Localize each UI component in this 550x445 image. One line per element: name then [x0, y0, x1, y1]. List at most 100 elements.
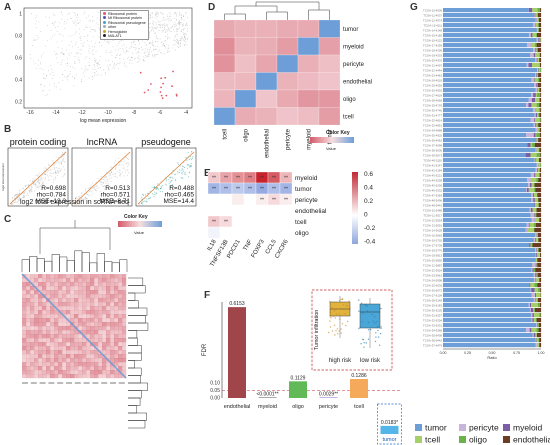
panel-g-sample-label: TCGA-35-4925	[423, 134, 442, 138]
panel-d-row-label: oligo	[343, 97, 356, 103]
panel-f-bar-value: 0.1129	[291, 375, 306, 381]
panel-g-segment	[533, 238, 536, 243]
panel-g-segment	[536, 338, 537, 343]
panel-e-cell	[231, 193, 245, 206]
panel-g-segment	[532, 33, 537, 38]
panel-g-segment	[538, 198, 542, 203]
panel-g-segment	[533, 183, 535, 188]
panel-g-segment	[534, 183, 542, 188]
panel-g-sample-label: TCGA-18-5776	[423, 249, 442, 253]
panel-g-sample-label: TCGA-14-5628	[423, 229, 442, 233]
panel-c-top-dendrogram	[21, 220, 128, 272]
panel-g-label: G	[410, 2, 418, 13]
panel-b-fit-line	[73, 151, 131, 205]
panel-g-segment	[534, 158, 536, 163]
panel-e-star: **	[284, 176, 288, 182]
panel-g-sample-label: TCGA-34-4888	[423, 129, 442, 133]
panel-d-col-label: tcell	[223, 129, 229, 140]
panel-g-segment	[536, 263, 538, 268]
panel-g-segment	[443, 338, 536, 343]
panel-g-segment	[537, 128, 539, 133]
panel-g-sample-label: TCGA-14-4148	[423, 29, 442, 33]
panel-g-segment	[535, 18, 537, 23]
panel-a-xtick: -12	[78, 110, 85, 116]
panel-g-segment	[529, 303, 532, 308]
panel-f-bar-value: <0.0001**	[256, 392, 278, 398]
panel-g-segment	[536, 48, 538, 53]
panel-g-segment	[533, 53, 536, 58]
panel-b-fit-line	[9, 151, 67, 205]
panel-g-segment	[534, 203, 536, 208]
panel-g-sample-label: TCGA-20-5850	[423, 259, 442, 263]
panel-g-segment	[539, 218, 542, 223]
panel-g-segment	[443, 158, 535, 163]
panel-g-segment	[535, 48, 537, 53]
panel-g-segment	[539, 168, 542, 173]
panel-e-cell	[267, 204, 281, 217]
panel-g-segment	[443, 318, 532, 323]
panel-g-segment	[531, 63, 540, 68]
panel-g-segment	[531, 98, 536, 103]
panel-g-segment	[534, 13, 536, 18]
panel-g-segment	[538, 173, 540, 178]
panel-a-legend-item: Ribosomal protein	[103, 12, 146, 16]
panel-g-segment	[528, 8, 533, 13]
panel-g-segment	[530, 53, 534, 58]
panel-e-star: **	[212, 187, 216, 193]
panel-f-barchart: 0.00 0.05 0.10 FDR 0.6153 endothelial <0.0001*…	[200, 289, 420, 445]
panel-d-cells	[213, 19, 341, 126]
panel-g-segment	[538, 128, 541, 133]
panel-g-segment	[537, 93, 541, 98]
panel-g-segment	[443, 33, 530, 38]
panel-g-segment	[528, 188, 535, 193]
panel-g-segment	[525, 228, 527, 233]
panel-g-segment	[535, 248, 537, 253]
panel-g-segment	[533, 13, 535, 18]
panel-g-segment	[531, 193, 534, 198]
panel-e-star: **	[284, 187, 288, 193]
panel-g-sample-label: TCGA-21-5887	[423, 264, 442, 268]
panel-g-segment	[531, 268, 533, 273]
panel-g-segment	[535, 188, 542, 193]
panel-a-legend-text: Ribosomal protein	[108, 12, 137, 16]
panel-g-segment	[526, 43, 532, 48]
panel-g-segment	[526, 133, 534, 138]
panel-g-segment	[536, 178, 539, 183]
panel-g-segment	[535, 123, 537, 128]
panel-g-segment	[537, 303, 541, 308]
panel-g-segment	[537, 343, 540, 348]
panel-g-segment	[536, 33, 542, 38]
panel-g-segment	[539, 103, 542, 108]
panel-b-fit-line	[137, 151, 195, 205]
panel-g-segment	[443, 283, 530, 288]
panel-g-segment	[540, 53, 542, 58]
panel-g-segment	[539, 148, 542, 153]
panel-g-segment	[535, 223, 542, 228]
panel-d-col-label: oligo	[244, 128, 250, 141]
panel-c-right-dendrogram	[128, 277, 149, 429]
panel-e-star: **	[260, 187, 264, 193]
panel-g-segment	[536, 18, 539, 23]
panel-g-segment	[531, 198, 534, 203]
panel-g-segment	[536, 153, 541, 158]
panel-e-scale-tick: 0.6	[364, 171, 373, 178]
panel-g-sample-label: TCGA-36-6442	[423, 339, 442, 343]
panel-g-segment	[533, 133, 536, 138]
panel-g-segment	[443, 118, 531, 123]
panel-g-segment	[535, 298, 538, 303]
panel-e-cell	[207, 204, 221, 217]
panel-g-sample-label: TCGA-29-6183	[423, 304, 442, 308]
panel-d-col-label: myeloid	[307, 129, 313, 150]
panel-e-heatmap: ** ** ** ** ** ** ** ** ** ** ** ** ** ** ** ** ** ** ** my…	[200, 170, 410, 280]
panel-g-segment	[531, 328, 537, 333]
panel-g-segment	[537, 68, 539, 73]
panel-g-segment	[534, 218, 540, 223]
panel-g-segment	[536, 58, 538, 63]
panel-g-segment	[528, 183, 530, 188]
panel-g-segment	[534, 118, 540, 123]
panel-g-segment	[531, 243, 533, 248]
panel-f-bar-pericyte	[319, 397, 338, 398]
panel-g-segment	[537, 13, 539, 18]
panel-g-segment	[528, 223, 530, 228]
panel-b-stat: rho=0.571	[101, 192, 131, 199]
